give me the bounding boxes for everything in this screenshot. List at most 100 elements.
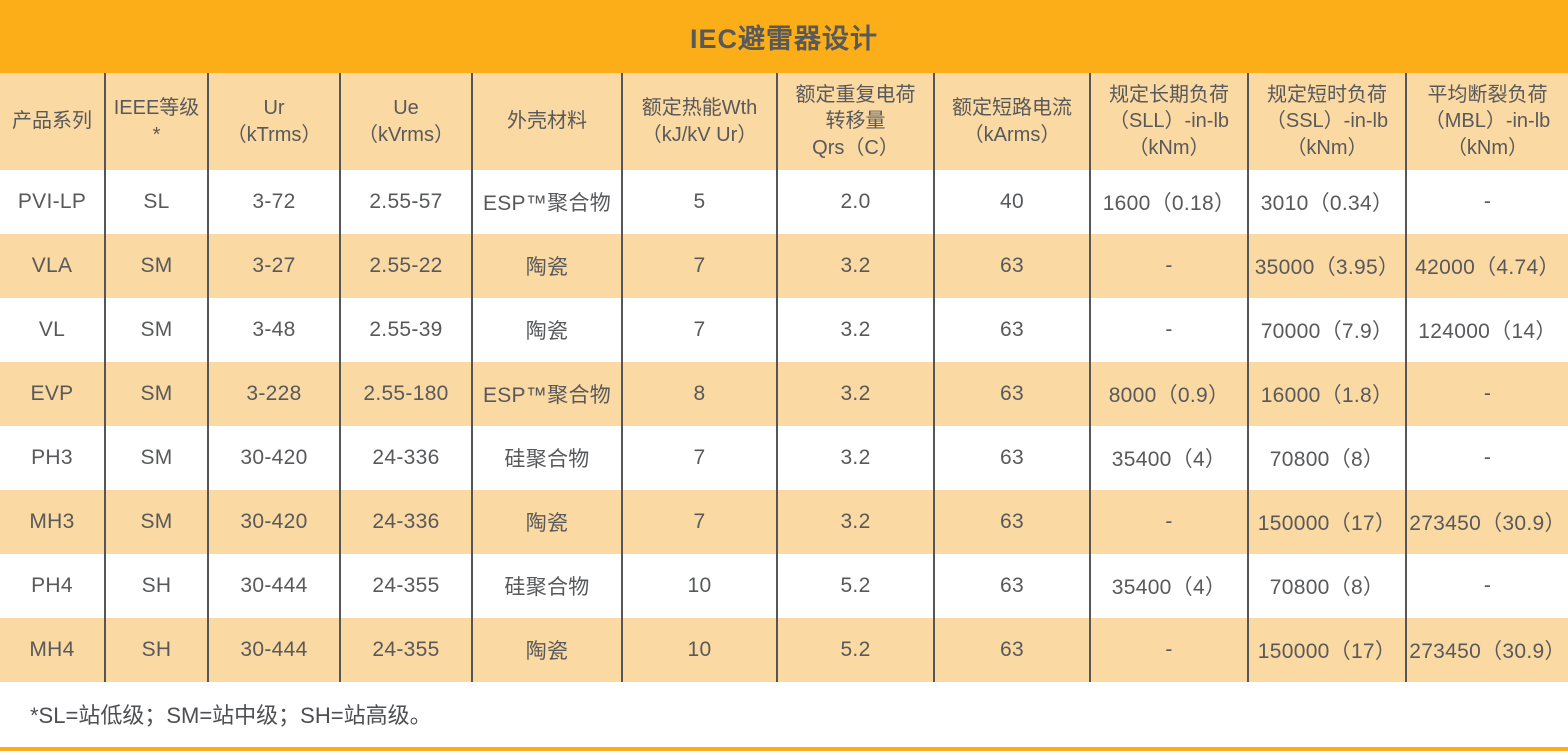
table-cell: 5.2 bbox=[776, 554, 934, 618]
table-cell: 3.2 bbox=[776, 234, 934, 298]
table-cell: 10 bbox=[621, 618, 777, 682]
table-cell: 3-228 bbox=[207, 362, 340, 426]
table-cell: 硅聚合物 bbox=[471, 426, 622, 490]
table-row: VLA SM 3-27 2.55-22 陶瓷 7 3.2 63-35000（3.95） 4200… bbox=[0, 234, 1568, 298]
column-header: 额定重复电荷 转移量 Qrs（C） bbox=[776, 73, 934, 170]
column-header: 规定长期负荷 （SLL）-in-lb （kNm） bbox=[1089, 73, 1248, 170]
column-header: Ur （kTrms） bbox=[207, 73, 340, 170]
table-row: PH3 SM 30-420 24-336 硅聚合物 7 3.2 63 35400（4） 70800… bbox=[0, 426, 1568, 490]
table-cell: - bbox=[1089, 234, 1248, 298]
column-header: Ue （kVrms） bbox=[339, 73, 472, 170]
table-cell: 2.55-39 bbox=[339, 298, 472, 362]
table-header: 产品系列 IEEE等级 * Ur （kTrms） Ue （kVrms） 外壳材料 额定热能… bbox=[0, 73, 1568, 170]
table-cell: - bbox=[1405, 426, 1568, 490]
table-cell: 24-355 bbox=[339, 618, 472, 682]
table-cell: 30-444 bbox=[207, 554, 340, 618]
table-cell: ESP™聚合物 bbox=[471, 170, 622, 234]
table-cell: SL bbox=[104, 170, 208, 234]
table-cell: 5.2 bbox=[776, 618, 934, 682]
table-cell: 35000（3.95） bbox=[1247, 234, 1406, 298]
table-title: IEC避雷器设计 bbox=[689, 24, 878, 54]
table-cell: 10 bbox=[621, 554, 777, 618]
table-cell: 硅聚合物 bbox=[471, 554, 622, 618]
table-cell: VLA bbox=[0, 234, 105, 298]
table-cell: 3010（0.34） bbox=[1247, 170, 1406, 234]
table-cell: 7 bbox=[621, 426, 777, 490]
table-cell: SM bbox=[104, 362, 208, 426]
table-header-row: 产品系列 IEEE等级 * Ur （kTrms） Ue （kVrms） 外壳材料 额定热能… bbox=[0, 73, 1568, 170]
table-cell: - bbox=[1405, 170, 1568, 234]
table-cell: SM bbox=[104, 234, 208, 298]
table-cell: VL bbox=[0, 298, 105, 362]
table-cell: 8 bbox=[621, 362, 777, 426]
table-cell: 150000（17） bbox=[1247, 490, 1406, 554]
table-cell: PVI-LP bbox=[0, 170, 105, 234]
table-cell: 3-72 bbox=[207, 170, 340, 234]
table-cell: 2.0 bbox=[776, 170, 934, 234]
table-cell: SM bbox=[104, 426, 208, 490]
table-cell: - bbox=[1089, 618, 1248, 682]
table-cell: 35400（4） bbox=[1089, 426, 1248, 490]
table-cell: 63 bbox=[933, 618, 1090, 682]
table-cell: 70800（8） bbox=[1247, 554, 1406, 618]
table-cell: SM bbox=[104, 490, 208, 554]
table-row: MH4 SH 30-444 24-355 陶瓷 10 5.2 63-150000（17） 273… bbox=[0, 618, 1568, 682]
table-cell: 2.55-22 bbox=[339, 234, 472, 298]
table-cell: 70000（7.9） bbox=[1247, 298, 1406, 362]
table-cell: 陶瓷 bbox=[471, 618, 622, 682]
table-cell: 40 bbox=[933, 170, 1090, 234]
table-cell: 63 bbox=[933, 554, 1090, 618]
table-cell: - bbox=[1405, 554, 1568, 618]
table-cell: 42000（4.74） bbox=[1405, 234, 1568, 298]
table-cell: MH4 bbox=[0, 618, 105, 682]
table-cell: 8000（0.9） bbox=[1089, 362, 1248, 426]
table-row: EVP SM 3-228 2.55-180 ESP™聚合物 8 3.2 63 8000（0.9）… bbox=[0, 362, 1568, 426]
table-cell: 2.55-57 bbox=[339, 170, 472, 234]
table-cell: 7 bbox=[621, 298, 777, 362]
footnote: *SL=站低级；SM=站中级；SH=站高级。 bbox=[30, 703, 432, 728]
table-cell: ESP™聚合物 bbox=[471, 362, 622, 426]
column-header: 规定短时负荷 （SSL）-in-lb （kNm） bbox=[1247, 73, 1406, 170]
table-cell: 2.55-180 bbox=[339, 362, 472, 426]
table-cell: SH bbox=[104, 554, 208, 618]
table-cell: 陶瓷 bbox=[471, 298, 622, 362]
table-cell: 3-48 bbox=[207, 298, 340, 362]
table-cell: 24-336 bbox=[339, 490, 472, 554]
table-cell: 63 bbox=[933, 490, 1090, 554]
bottom-rule bbox=[0, 747, 1568, 751]
column-header: 额定短路电流 （kArms） bbox=[933, 73, 1090, 170]
table-cell: 3.2 bbox=[776, 490, 934, 554]
table-cell: 3.2 bbox=[776, 362, 934, 426]
table-cell: 63 bbox=[933, 234, 1090, 298]
table-cell: 124000（14） bbox=[1405, 298, 1568, 362]
column-header: IEEE等级 * bbox=[104, 73, 208, 170]
table-cell: 5 bbox=[621, 170, 777, 234]
table-cell: SH bbox=[104, 618, 208, 682]
footnote-area: *SL=站低级；SM=站中级；SH=站高级。 bbox=[0, 682, 1568, 746]
table-cell: 3.2 bbox=[776, 426, 934, 490]
table-cell: 63 bbox=[933, 426, 1090, 490]
table-cell: 273450（30.9） bbox=[1405, 490, 1568, 554]
table-cell: 陶瓷 bbox=[471, 490, 622, 554]
table-cell: 35400（4） bbox=[1089, 554, 1248, 618]
table-body: PVI-LP SL 3-72 2.55-57 ESP™聚合物 5 2.0 40 1600（0.1… bbox=[0, 170, 1568, 682]
table-row: VL SM 3-48 2.55-39 陶瓷 7 3.2 63-70000（7.9） 124000… bbox=[0, 298, 1568, 362]
table-cell: 3-27 bbox=[207, 234, 340, 298]
table-cell: 273450（30.9） bbox=[1405, 618, 1568, 682]
table-cell: 30-420 bbox=[207, 490, 340, 554]
table-cell: - bbox=[1089, 490, 1248, 554]
table-cell: SM bbox=[104, 298, 208, 362]
arrester-design-table: 产品系列 IEEE等级 * Ur （kTrms） Ue （kVrms） 外壳材料 额定热能… bbox=[0, 73, 1568, 682]
table-cell: - bbox=[1089, 298, 1248, 362]
table-cell: MH3 bbox=[0, 490, 105, 554]
table-cell: 3.2 bbox=[776, 298, 934, 362]
table-row: PH4 SH 30-444 24-355 硅聚合物 10 5.2 63 35400（4） 7080… bbox=[0, 554, 1568, 618]
table-cell: 150000（17） bbox=[1247, 618, 1406, 682]
table-title-band: IEC避雷器设计 bbox=[0, 0, 1568, 73]
table-cell: PH3 bbox=[0, 426, 105, 490]
table-cell: PH4 bbox=[0, 554, 105, 618]
table-cell: 70800（8） bbox=[1247, 426, 1406, 490]
table-cell: 1600（0.18） bbox=[1089, 170, 1248, 234]
column-header: 外壳材料 bbox=[471, 73, 622, 170]
